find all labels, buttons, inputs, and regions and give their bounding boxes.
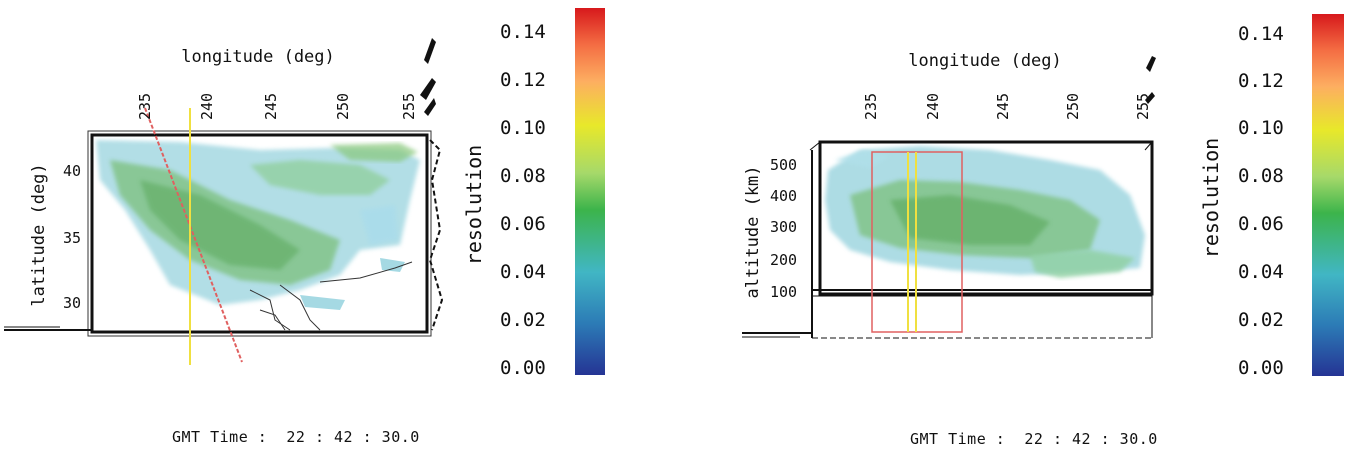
right-colorbar-tick: 0.00 (1238, 357, 1284, 379)
left-red-track (144, 107, 243, 363)
right-visualization: longitude (deg) 235 240 245 250 255 alti… (742, 14, 1344, 379)
right-colorbar-label: resolution (1199, 138, 1223, 258)
left-plot-frame (4, 38, 444, 337)
left-gmt-time-label: GMT Time : (172, 428, 268, 446)
right-colorbar-tick: 0.08 (1238, 165, 1284, 187)
left-y-tick: 40 (63, 162, 81, 180)
right-x-tick: 235 (862, 93, 880, 120)
right-y-tick: 400 (770, 187, 797, 205)
right-panel: longitude (deg) 235 240 245 250 255 alti… (690, 0, 1349, 450)
left-x-axis-label: longitude (deg) (181, 47, 335, 67)
left-panel: longitude (deg) 235 240 245 250 255 lati… (0, 0, 640, 450)
right-colorbar-tick: 0.02 (1238, 309, 1284, 331)
left-y-tick: 30 (63, 294, 81, 312)
left-colorbar-gradient (575, 8, 605, 375)
right-y-ticks: 500 400 300 200 100 (770, 156, 797, 301)
right-x-ticks: 235 240 245 250 255 (862, 93, 1152, 120)
left-x-ticks: 235 240 245 250 255 (136, 93, 418, 120)
left-x-tick: 245 (262, 93, 280, 120)
left-x-tick: 250 (334, 93, 352, 120)
right-colorbar-tick: 0.10 (1238, 117, 1284, 139)
left-colorbar-tick: 0.00 (500, 357, 546, 379)
right-track-markers (871, 151, 963, 333)
left-cloud-isosurface (96, 140, 420, 310)
left-visualization: longitude (deg) 235 240 245 250 255 lati… (4, 8, 605, 379)
left-x-tick: 255 (400, 93, 418, 120)
right-gmt-time-value: 22 : 42 : 30.0 (1024, 430, 1158, 448)
right-colorbar-gradient (1312, 14, 1344, 376)
right-colorbar-tick: 0.04 (1238, 261, 1284, 283)
left-colorbar-tick: 0.08 (500, 165, 546, 187)
left-coastline (249, 261, 413, 331)
right-x-tick: 245 (994, 93, 1012, 120)
right-colorbar-tick: 0.12 (1238, 70, 1284, 92)
left-x-tick: 240 (198, 93, 216, 120)
right-gmt-time: GMT Time : 22 : 42 : 30.0 (910, 430, 1158, 448)
right-cloud-volume (825, 146, 1145, 278)
right-colorbar-tick: 0.06 (1238, 213, 1284, 235)
left-colorbar-label: resolution (462, 145, 486, 265)
right-y-tick: 300 (770, 218, 797, 236)
left-gmt-time: GMT Time : 22 : 42 : 30.0 (172, 428, 420, 446)
right-gmt-time-label: GMT Time : (910, 430, 1006, 448)
right-x-axis-label: longitude (deg) (908, 51, 1062, 71)
left-colorbar-tick: 0.14 (500, 21, 546, 43)
left-colorbar-tick: 0.06 (500, 213, 546, 235)
right-y-axis-label: altitude (km) (743, 165, 763, 298)
right-colorbar: resolution 0.14 0.12 0.10 0.08 0.06 0.04… (1199, 14, 1344, 379)
left-colorbar-tick: 0.12 (500, 69, 546, 91)
right-x-tick: 240 (924, 93, 942, 120)
right-y-tick: 200 (770, 251, 797, 269)
right-plot-frame (742, 56, 1156, 339)
left-colorbar: resolution 0.14 0.12 0.10 0.08 0.06 0.04… (462, 8, 605, 379)
left-y-tick: 35 (63, 229, 81, 247)
right-x-tick: 250 (1064, 93, 1082, 120)
left-x-tick: 235 (136, 93, 154, 120)
left-colorbar-tick: 0.02 (500, 309, 546, 331)
right-y-tick: 500 (770, 156, 797, 174)
left-gmt-time-value: 22 : 42 : 30.0 (286, 428, 420, 446)
left-colorbar-tick: 0.04 (500, 261, 546, 283)
right-x-tick: 255 (1134, 93, 1152, 120)
right-y-tick: 100 (770, 283, 797, 301)
right-colorbar-tick: 0.14 (1238, 23, 1284, 45)
left-colorbar-tick: 0.10 (500, 117, 546, 139)
left-y-ticks: 40 35 30 (63, 162, 81, 312)
left-y-axis-label: latitude (deg) (29, 163, 49, 306)
